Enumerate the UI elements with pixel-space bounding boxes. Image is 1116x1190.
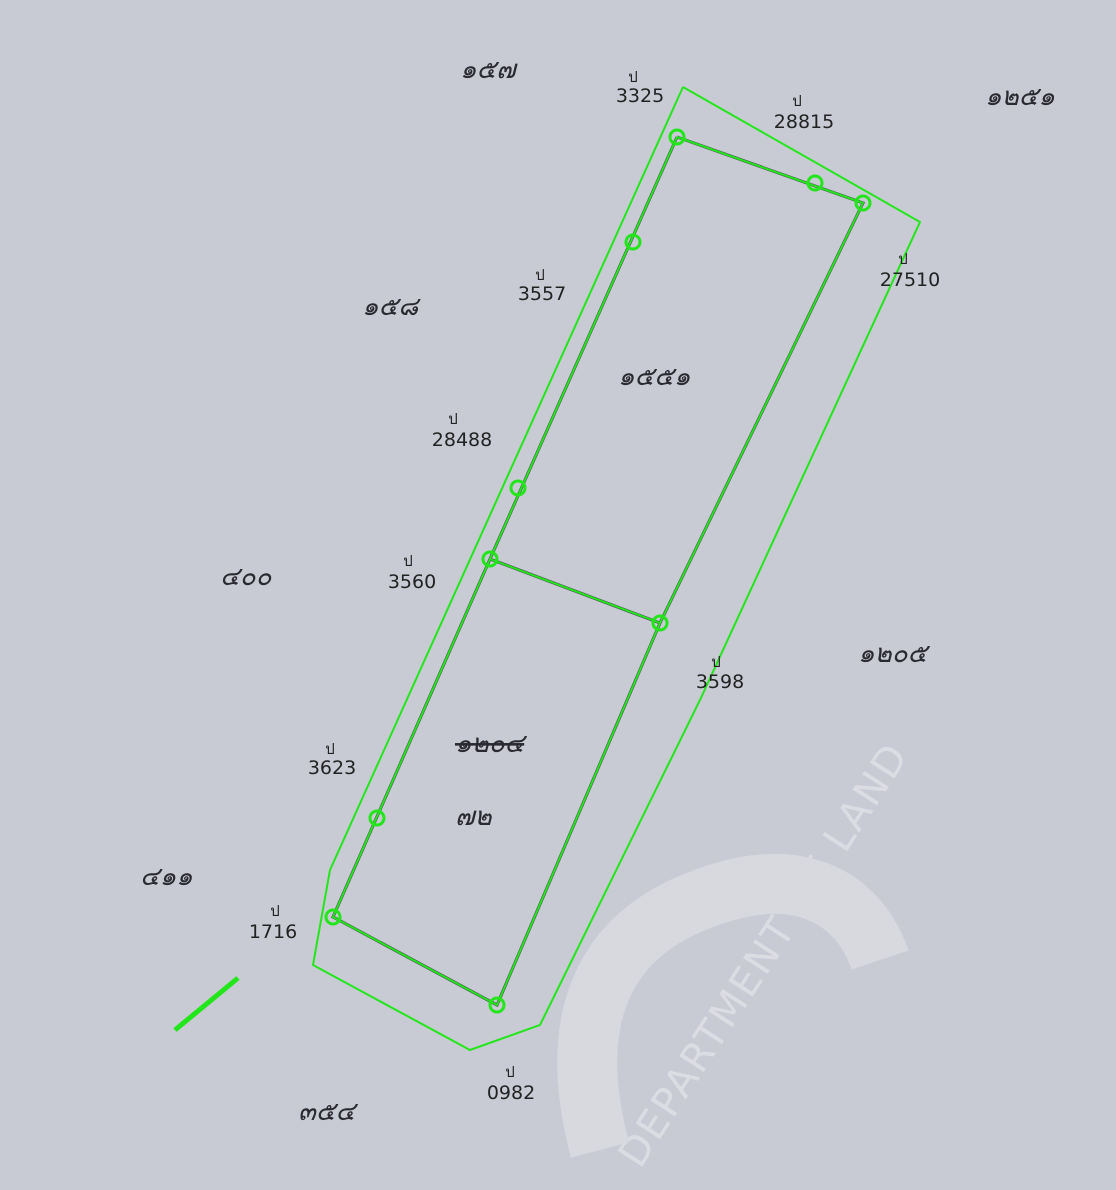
watermark-logo [557, 854, 909, 1158]
marker-number: 3598 [696, 671, 744, 693]
marker-prefix: ป [628, 68, 638, 86]
survey-points [324, 128, 872, 1014]
parcel-number: ๗๒ [455, 802, 493, 832]
parcel-number: ๔๑๑ [140, 862, 193, 892]
parcel-number: ๑๒๐๕ [858, 639, 931, 669]
marker-number: 3623 [308, 757, 356, 779]
parcel-number: ๑๕๗ [460, 55, 518, 85]
parcel-number: ๑๒๕๑ [985, 82, 1055, 112]
marker-number: 3325 [616, 85, 664, 107]
parcel-number: ๑๕๘ [362, 292, 421, 322]
parcel-number: ๓๕๔ [298, 1097, 358, 1127]
marker-prefix: ป [792, 92, 802, 110]
marker-prefix: ป [325, 740, 335, 758]
marker-number: 1716 [249, 921, 297, 943]
marker-prefix: ป [505, 1063, 515, 1081]
marker-number: 28815 [774, 111, 834, 133]
marker-number: 3560 [388, 571, 436, 593]
marker-labels: ป 3325 ป 28815 ป 27510 ป 3557 ป 28488 ป … [249, 68, 940, 1104]
marker-prefix: ป [535, 266, 545, 284]
marker-number: 27510 [880, 269, 940, 291]
marker-number: 0982 [487, 1082, 535, 1104]
marker-prefix: ป [448, 410, 458, 428]
marker-number: 28488 [432, 429, 492, 451]
overlay [173, 86, 922, 1052]
parcel-number: ๑๒๐๔ [455, 729, 528, 759]
marker-number: 3557 [518, 283, 566, 305]
marker-prefix: ป [403, 552, 413, 570]
parcel-number: ๔๐๐ [220, 562, 273, 592]
marker-prefix: ป [270, 902, 280, 920]
marker-prefix: ป [711, 653, 721, 671]
parcel-number: ๑๕๕๑ [618, 362, 691, 392]
marker-prefix: ป [898, 250, 908, 268]
